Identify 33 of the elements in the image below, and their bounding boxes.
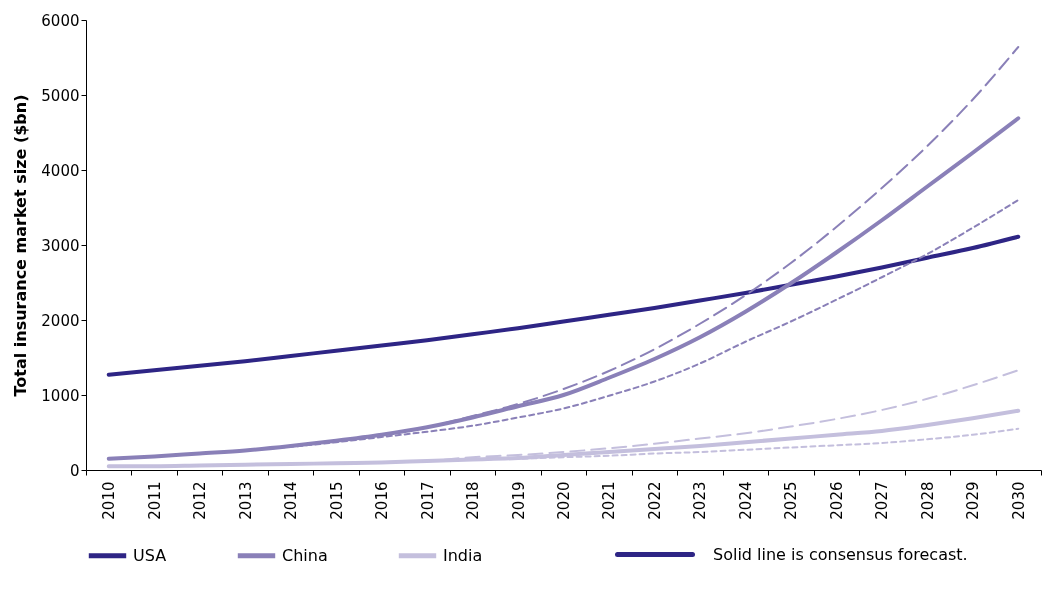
y-tick-label: 0 <box>69 461 80 480</box>
x-tick-label: 2019 <box>509 481 528 520</box>
x-tick-label: 2011 <box>145 481 164 520</box>
x-tick-label: 2030 <box>1009 481 1028 520</box>
text: Solid line is consensus forecast. <box>713 545 968 564</box>
x-tick-label: 2028 <box>918 481 937 520</box>
x-tick-label: 2025 <box>782 481 801 520</box>
legend-label: India <box>443 545 483 565</box>
x-tick-label: 2012 <box>191 481 210 520</box>
y-tick-label: 2000 <box>41 311 80 330</box>
x-tick-label: 2017 <box>418 481 437 520</box>
x-tick-label: 2018 <box>464 481 483 520</box>
y-tick-label: 1000 <box>41 386 80 405</box>
y-axis-title: Total insurance market size ($bn) <box>11 94 31 397</box>
legend-label: China <box>282 545 328 565</box>
x-tick-label: 2024 <box>736 481 755 520</box>
y-tick-label: 6000 <box>41 11 80 30</box>
x-tick-label: 2023 <box>691 481 710 520</box>
x-tick-label: 2015 <box>327 481 346 520</box>
x-tick-label: 2013 <box>236 481 255 520</box>
y-tick-label: 5000 <box>41 86 80 105</box>
x-tick-label: 2014 <box>282 481 301 520</box>
x-tick-label: 2010 <box>100 481 119 520</box>
x-tick-label: 2022 <box>645 481 664 520</box>
x-tick-label: 2016 <box>373 481 392 520</box>
x-tick-label: 2021 <box>600 481 619 520</box>
x-tick-label: 2020 <box>555 481 573 520</box>
x-tick-label: 2026 <box>827 481 846 520</box>
x-tick-label: 2029 <box>964 481 983 520</box>
x-tick-label: 2027 <box>873 481 892 520</box>
y-tick-label: 4000 <box>41 161 80 180</box>
y-tick-label: 3000 <box>41 236 80 255</box>
legend-label: USA <box>133 545 167 565</box>
